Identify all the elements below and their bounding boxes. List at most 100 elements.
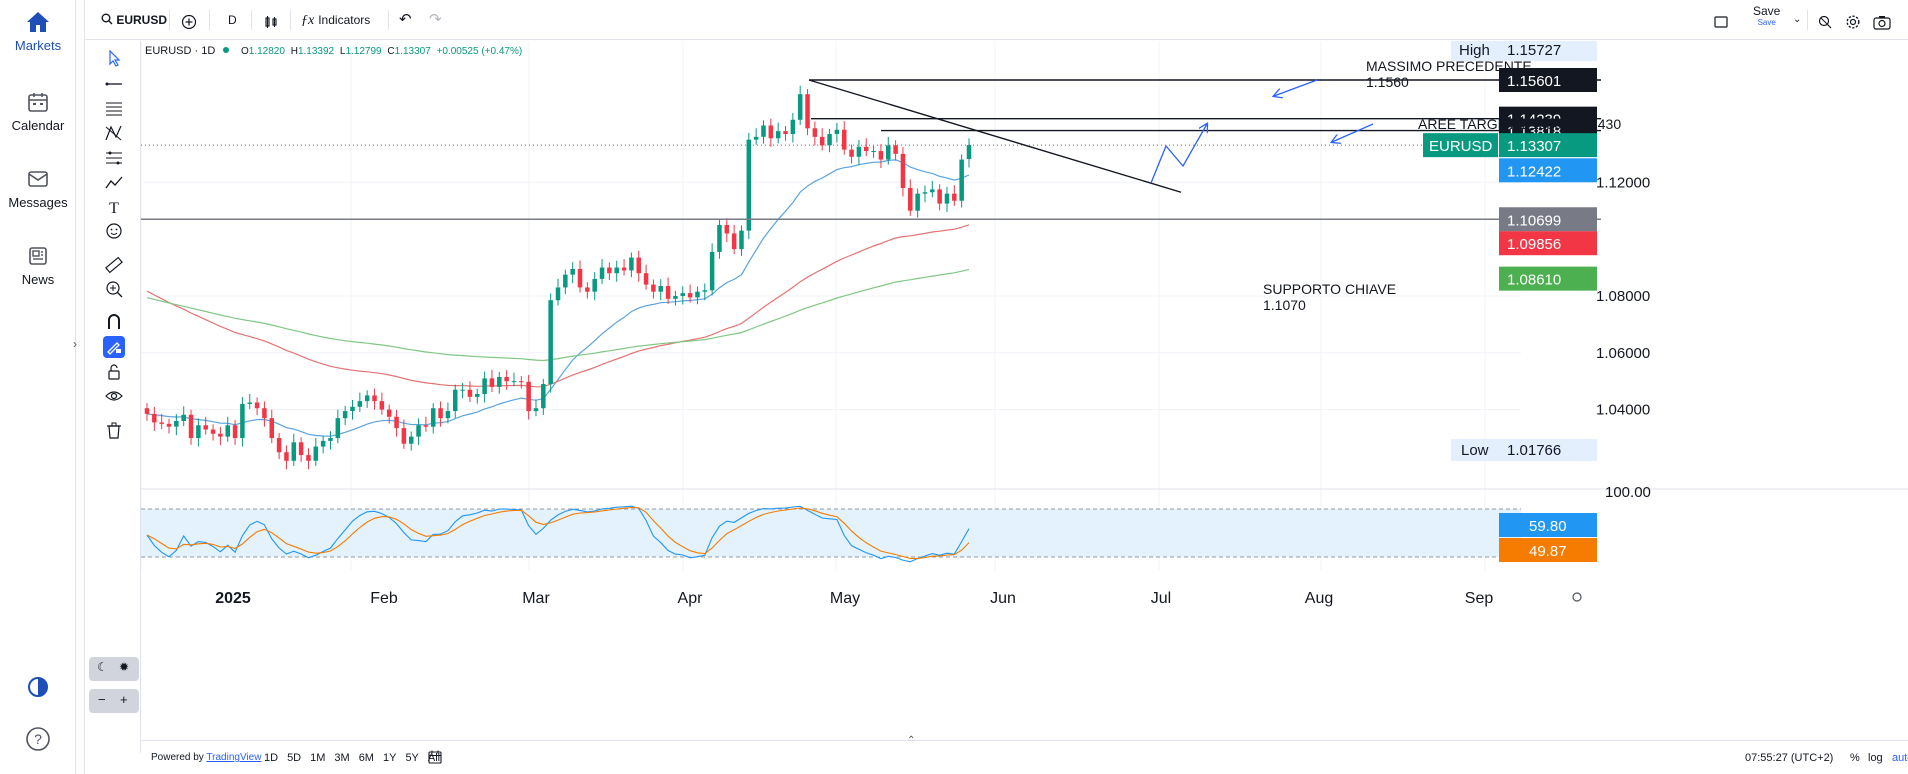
compare-add-icon[interactable] — [181, 12, 197, 32]
annotation-supporto-value: 1.1070 — [1263, 297, 1306, 313]
redo-icon[interactable]: ↷ — [429, 11, 442, 28]
pattern-icon[interactable] — [103, 122, 125, 144]
candle-body — [775, 131, 781, 139]
target-arrow[interactable] — [1332, 123, 1374, 142]
lock-icon[interactable] — [103, 361, 125, 383]
candles-type-icon[interactable] — [263, 12, 279, 32]
user-drawings[interactable] — [141, 79, 1601, 220]
range-button-1d[interactable]: 1D — [264, 752, 279, 764]
zoom-in-button[interactable]: + — [120, 692, 128, 707]
low-label: Low — [1461, 442, 1489, 459]
candle-body — [511, 381, 517, 383]
clock-timezone[interactable]: 07:55:27 (UTC+2) — [1745, 752, 1834, 764]
layout-icon[interactable] — [1713, 12, 1729, 32]
theme-toggle-icon[interactable] — [23, 672, 53, 702]
price-badge[interactable] — [1499, 68, 1597, 92]
nav-calendar[interactable]: Calendar — [0, 90, 76, 133]
quick-search-icon[interactable] — [1817, 12, 1833, 32]
range-button-6m[interactable]: 6M — [358, 752, 374, 764]
candle-body — [460, 389, 465, 391]
price-badge[interactable] — [1499, 158, 1597, 183]
trash-icon[interactable] — [103, 419, 125, 441]
camera-icon[interactable] — [1873, 12, 1891, 32]
range-buttons: 1D 5D 1M 3M 6M 1Y 5Y All — [264, 750, 449, 766]
date-range-calendar-icon[interactable] — [427, 749, 443, 765]
ma-fast-line — [146, 159, 970, 437]
chart-floating-controls: ☾ ✹ − + — [89, 657, 145, 717]
price-badge[interactable] — [1499, 207, 1597, 232]
settings-gear-icon[interactable] — [1845, 12, 1861, 32]
candle-body — [232, 425, 238, 439]
range-button-5d[interactable]: 5D — [287, 752, 302, 764]
forecast-icon[interactable] — [103, 147, 125, 169]
fib-retracement-icon[interactable] — [103, 97, 125, 119]
auto-toggle[interactable]: auto — [1892, 752, 1908, 764]
percent-toggle[interactable]: % — [1850, 752, 1860, 764]
tradingview-link[interactable]: TradingView — [206, 752, 262, 763]
chevron-up-icon[interactable]: ⌃ — [907, 735, 916, 746]
range-button-5y[interactable]: 5Y — [405, 752, 419, 764]
save-menu-chevron-down-icon[interactable]: ⌄ — [1793, 14, 1802, 25]
time-axis[interactable]: 2025 Feb Mar Apr May Jun Jul Aug Sep — [215, 590, 1582, 607]
symbol-search[interactable]: EURUSD — [101, 10, 167, 30]
help-icon[interactable]: ? — [23, 724, 53, 754]
theme-switch[interactable]: ☾ ✹ — [89, 657, 139, 681]
chart-plot[interactable]: 1.12000 1.08000 1.06000 1.04000 High 1.15727 1… — [141, 41, 1908, 736]
trend-line-icon[interactable] — [103, 73, 125, 95]
range-button-1m[interactable]: 1M — [310, 752, 326, 764]
candle-body — [724, 224, 730, 234]
candle-body — [416, 425, 421, 437]
ruler-icon[interactable] — [103, 254, 125, 276]
toolbar-divider — [251, 10, 252, 30]
candle-body — [834, 129, 840, 134]
nav-news[interactable]: News — [0, 244, 76, 287]
toolbar-divider — [290, 10, 291, 30]
price-badge[interactable] — [1499, 231, 1597, 256]
price-axis[interactable]: 1.12000 1.08000 1.06000 1.04000 High 1.15727 1… — [1423, 41, 1651, 562]
sun-icon: ✹ — [119, 660, 130, 674]
range-button-1y[interactable]: 1Y — [382, 752, 397, 764]
stay-in-drawing-mode-button[interactable] — [103, 336, 125, 358]
zoom-out-button[interactable]: − — [98, 692, 106, 707]
nav-markets[interactable]: Markets — [0, 10, 76, 53]
price-badge[interactable] — [1499, 133, 1597, 158]
brush-icon[interactable] — [103, 172, 125, 194]
nav-messages[interactable]: Messages — [0, 167, 76, 210]
magnet-icon[interactable] — [103, 311, 125, 333]
candle-body — [423, 425, 429, 427]
price-badge-value: 1.08610 — [1507, 272, 1561, 289]
eye-icon[interactable] — [103, 385, 125, 407]
zoom-in-icon[interactable] — [103, 278, 125, 300]
candle-body — [915, 193, 920, 211]
toolbar-divider — [1807, 10, 1808, 30]
symbol-badge-label: EURUSD — [1429, 138, 1493, 155]
candle-body — [188, 414, 194, 439]
save-sublabel: Save — [1757, 18, 1776, 27]
save-button[interactable]: Save Save — [1753, 5, 1780, 27]
text-tool-icon[interactable]: T — [103, 196, 125, 218]
newspaper-icon — [29, 247, 47, 265]
indicators-button[interactable]: ƒx Indicators — [301, 10, 370, 30]
candle-body — [262, 408, 267, 419]
projection-path[interactable] — [1150, 124, 1207, 184]
candle-body — [937, 189, 942, 204]
price-badge-value: 1.09856 — [1507, 236, 1561, 253]
time-axis-settings-icon[interactable] — [1572, 592, 1582, 602]
nav-calendar-label: Calendar — [11, 118, 65, 133]
candle-body — [379, 401, 385, 410]
toolbar-divider — [209, 10, 210, 30]
collapse-toolbar-chevron-icon[interactable]: › — [73, 337, 77, 351]
range-button-3m[interactable]: 3M — [334, 752, 350, 764]
cursor-icon[interactable] — [103, 47, 125, 69]
log-toggle[interactable]: log — [1868, 752, 1883, 764]
massimo-arrow[interactable] — [1274, 79, 1318, 96]
candle-body — [819, 136, 825, 146]
undo-icon[interactable]: ↶ — [399, 11, 412, 28]
candle-body — [475, 394, 480, 397]
oscillator-band-fill — [141, 509, 1521, 557]
downtrend-line[interactable] — [808, 79, 1182, 193]
emoji-icon[interactable] — [103, 220, 125, 242]
candle-body — [687, 293, 693, 298]
interval-button[interactable]: D — [228, 13, 237, 27]
price-badge[interactable] — [1499, 266, 1597, 291]
